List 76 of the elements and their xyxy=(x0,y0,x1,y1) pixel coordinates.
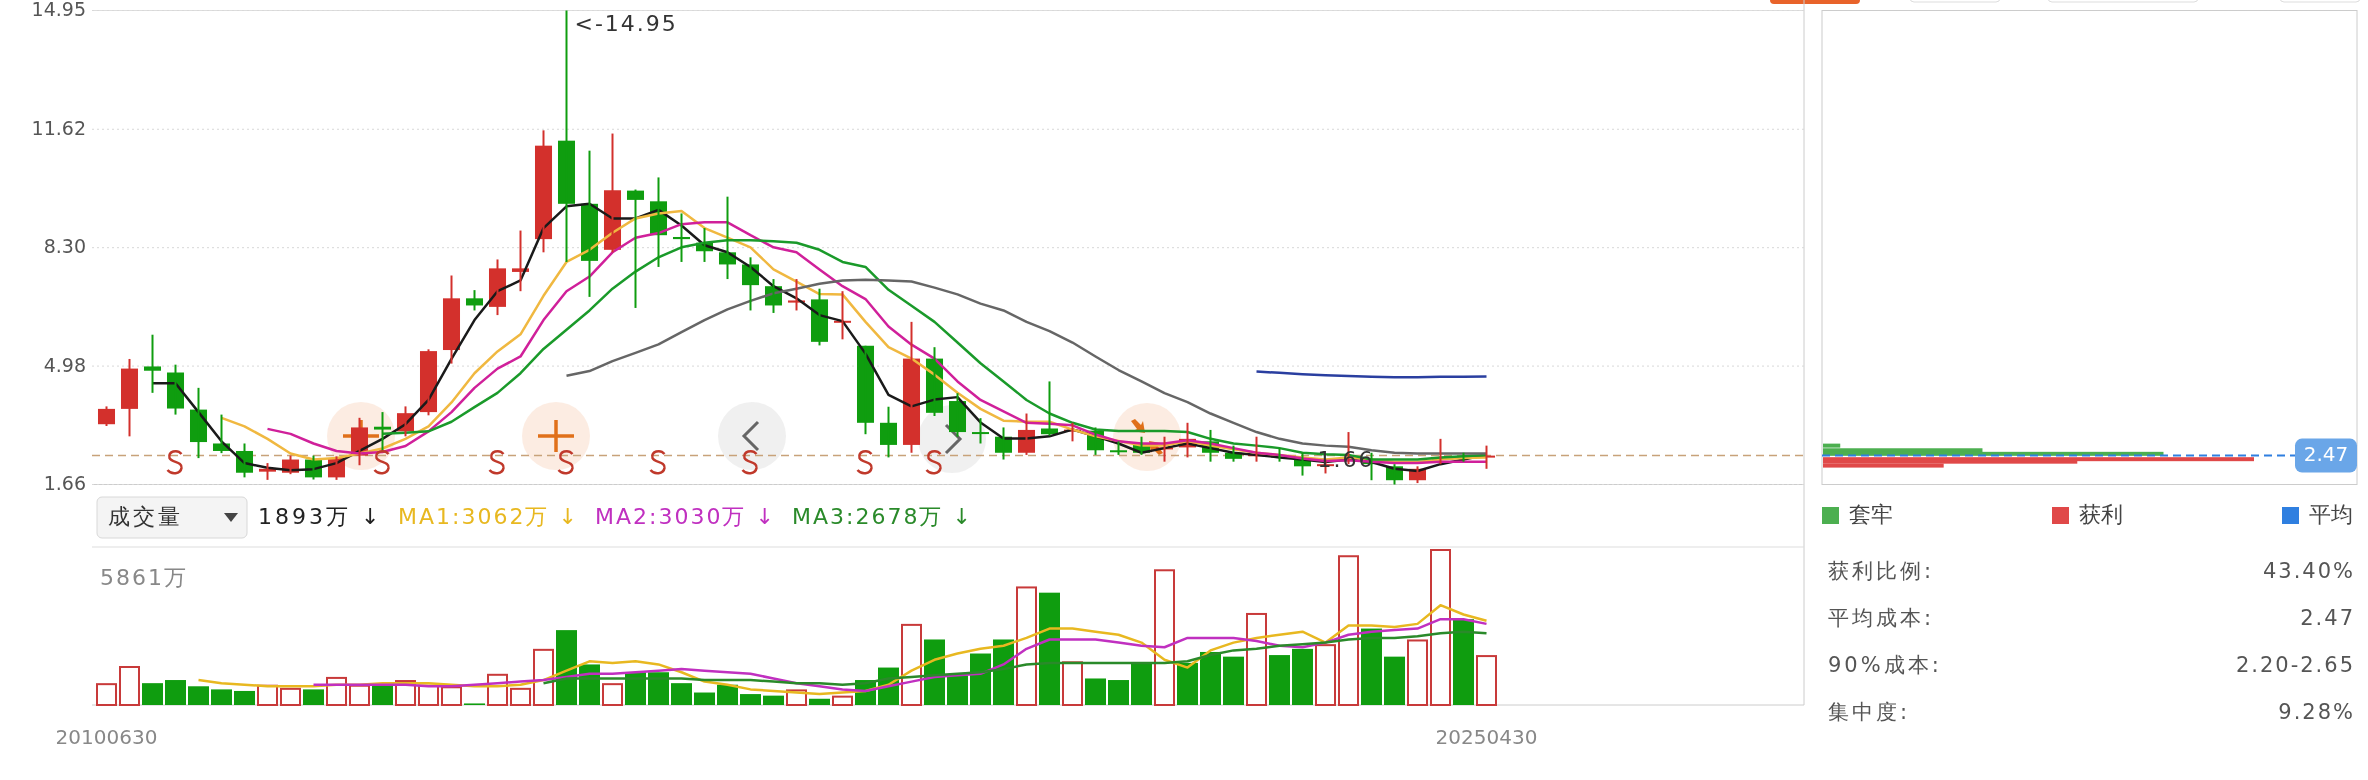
bar xyxy=(1384,656,1405,705)
y-tick-label: 8.30 xyxy=(43,235,86,258)
text: 9.28% xyxy=(2278,700,2355,724)
bar xyxy=(372,684,393,705)
text: MA3:2678万 ↓ xyxy=(792,504,973,529)
text: 2.20-2.65 xyxy=(2235,653,2355,677)
annotation: 1.66 xyxy=(1317,446,1375,472)
bar xyxy=(602,683,623,706)
text: 2.47 xyxy=(2300,606,2355,630)
bar xyxy=(1269,655,1290,705)
y-tick-label: 1.66 xyxy=(43,472,86,494)
text: 获利比例: xyxy=(1828,559,1935,583)
bar xyxy=(1246,612,1267,706)
bar xyxy=(142,683,163,705)
bar xyxy=(188,686,209,705)
bar xyxy=(1039,592,1060,705)
bar xyxy=(1200,651,1221,705)
chart-subtitle: 1893万 ↓ xyxy=(258,504,383,529)
bar xyxy=(694,692,715,705)
bar xyxy=(1361,628,1382,705)
bar xyxy=(970,653,991,705)
annotation: 5861万 xyxy=(100,565,188,590)
bar xyxy=(1338,555,1359,706)
bar xyxy=(556,630,577,705)
bar xyxy=(763,695,784,705)
candlestick xyxy=(143,333,162,394)
bar xyxy=(1131,662,1152,705)
y-tick-label: 14.95 xyxy=(31,0,86,20)
bar xyxy=(1016,586,1037,706)
text: 90%成本: xyxy=(1828,653,1942,677)
x-tick-label: 20100630 xyxy=(55,724,158,749)
bar xyxy=(349,684,370,706)
text: 43.40% xyxy=(2262,559,2355,583)
candlestick xyxy=(787,278,806,312)
legend-label: 平均 xyxy=(2309,502,2353,527)
text: MA1:3062万 ↓ xyxy=(398,504,579,529)
y-tick-label: 4.98 xyxy=(43,353,86,376)
bar xyxy=(947,675,968,705)
bar xyxy=(533,648,554,706)
bar xyxy=(832,695,853,706)
bar xyxy=(1407,639,1428,706)
legend-label: 获利 xyxy=(2079,502,2123,527)
bar xyxy=(1108,680,1129,705)
bar xyxy=(717,684,738,705)
bar xyxy=(1223,656,1244,705)
bar xyxy=(441,686,462,706)
text: 集中度: xyxy=(1828,700,1911,724)
bar xyxy=(1453,619,1474,705)
bar xyxy=(1292,648,1313,705)
y-tick-label: 11.62 xyxy=(31,116,86,139)
bar xyxy=(165,680,186,705)
bar xyxy=(1062,661,1083,706)
chart-title: 成交量 xyxy=(108,504,183,529)
bar xyxy=(740,694,761,705)
annotation: 2.47 xyxy=(2303,442,2349,467)
bar xyxy=(671,683,692,705)
bar xyxy=(809,698,830,705)
bar xyxy=(96,683,117,706)
bar xyxy=(1315,644,1336,706)
bar xyxy=(211,689,232,705)
bar xyxy=(280,687,301,706)
bar xyxy=(303,689,324,705)
text: 平均成本: xyxy=(1828,606,1935,630)
bar xyxy=(648,672,669,705)
bar xyxy=(1177,662,1198,705)
bar xyxy=(1430,549,1451,706)
bar xyxy=(510,687,531,706)
bar xyxy=(1154,569,1175,706)
text: MA2:3030万 ↓ xyxy=(595,504,776,529)
bar xyxy=(234,690,255,705)
annotation: <-14.95 xyxy=(574,10,678,36)
bar xyxy=(1085,678,1106,705)
legend-label: 套牢 xyxy=(1849,502,1893,527)
x-tick-label: 20250430 xyxy=(1435,724,1538,749)
bar xyxy=(119,666,140,706)
bar xyxy=(1476,655,1497,706)
